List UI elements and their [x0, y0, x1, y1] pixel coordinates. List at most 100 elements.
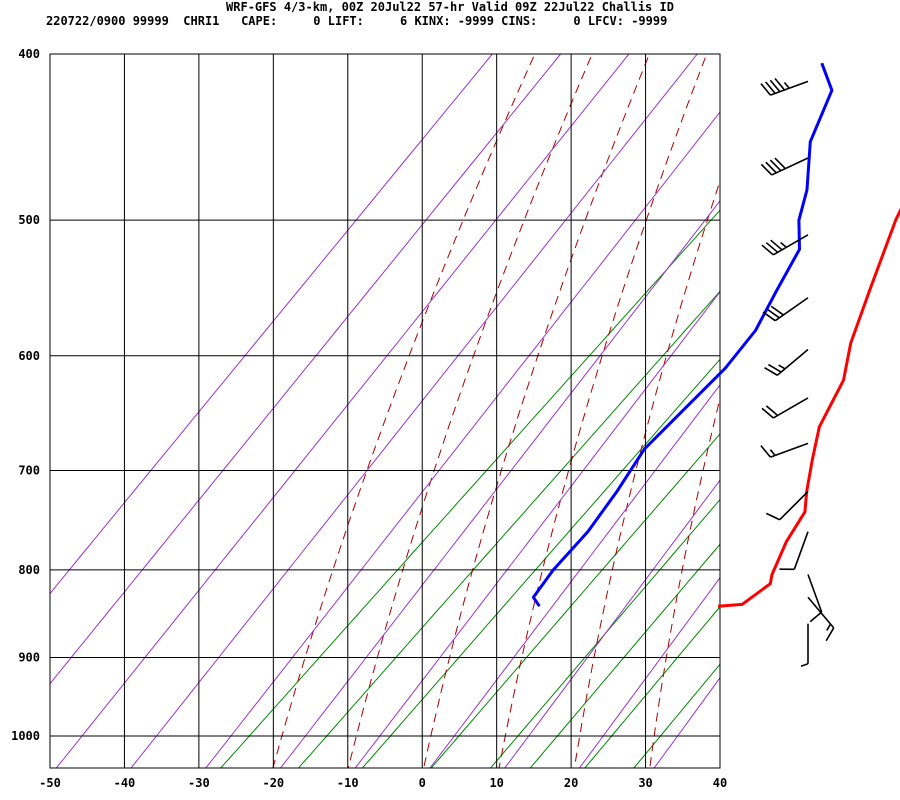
y-tick-label: 500	[18, 213, 40, 227]
wind-barb-feather	[760, 163, 773, 176]
wind-barb	[760, 442, 809, 458]
isotherm-line	[50, 54, 562, 685]
mixing-ratio-line	[361, 358, 720, 768]
x-tick-label: 40	[713, 776, 727, 790]
dewpoint-profile	[531, 62, 834, 608]
wind-barb-shaft	[807, 596, 835, 629]
x-tick-label: 0	[419, 776, 426, 790]
wind-barb-shaft	[772, 234, 809, 256]
wind-barb	[764, 348, 809, 376]
isotherm-line	[578, 576, 720, 768]
y-tick-label: 400	[18, 47, 40, 61]
wind-barb-half-feather	[780, 241, 787, 248]
dry-adiabat-line	[498, 54, 708, 768]
wind-barb-shaft	[772, 397, 809, 419]
wind-barb-feather	[760, 83, 772, 96]
wind-barb-feather	[774, 77, 786, 91]
sounding-stats: 220722/0900 99999 CHRI1 CAPE: 0 LIFT: 6 …	[46, 14, 668, 28]
y-tick-label: 600	[18, 349, 40, 363]
dry-adiabat-line	[347, 54, 593, 768]
isotherm-line	[429, 384, 720, 768]
wind-barb	[779, 531, 809, 571]
wind-barb-feather	[825, 627, 835, 642]
y-tick-label: 1000	[11, 729, 40, 743]
mixing-ratio-line	[529, 543, 720, 768]
wind-barb-feather	[765, 405, 779, 417]
wind-barb-feather	[809, 611, 823, 623]
dry-adiabat-line	[423, 54, 650, 768]
wind-barb	[807, 596, 835, 642]
wind-barb-half-feather	[826, 623, 832, 631]
wind-barb-feather	[774, 157, 786, 170]
x-tick-label: 20	[564, 776, 578, 790]
plot-frame	[49, 53, 721, 769]
y-tick-label: 900	[18, 651, 40, 665]
wind-barb-feather	[769, 159, 782, 172]
dry-adiabat-line	[272, 54, 536, 768]
wind-barb-feather	[769, 79, 781, 93]
wind-barb	[760, 77, 809, 96]
grid	[49, 53, 721, 768]
wind-barb-half-feather	[800, 662, 809, 667]
dry-adiabat-line	[649, 396, 720, 768]
x-tick-label: -10	[337, 776, 359, 790]
wind-barb	[807, 574, 823, 623]
isotherm-line	[130, 54, 698, 768]
wind-barb-feather	[764, 367, 778, 376]
wind-barb-feather	[765, 512, 781, 521]
wind-barb-shaft	[779, 490, 809, 521]
isotherm-line	[721, 16, 900, 780]
wind-barb-feather	[767, 363, 782, 373]
x-tick-label: -50	[39, 776, 61, 790]
wind-barb-half-feather	[769, 449, 776, 456]
wind-barb-shaft	[770, 442, 809, 458]
dry-adiabat-line	[875, 16, 900, 780]
x-tick-label: 10	[489, 776, 503, 790]
wind-barb-feather	[761, 407, 774, 419]
wind-barb-feather	[765, 161, 777, 174]
x-tick-label: -20	[262, 776, 284, 790]
isotherm-line	[354, 290, 720, 768]
mixing-ratio-line	[584, 606, 720, 768]
wind-barb	[765, 490, 809, 521]
y-tick-label: 800	[18, 563, 40, 577]
isotherm-line	[653, 676, 720, 768]
wind-barb-shaft	[776, 348, 809, 376]
wind-barb-feather	[765, 81, 776, 94]
wind-barb-feather	[766, 308, 780, 319]
wind-barb-shaft	[807, 574, 823, 613]
isotherm-line	[50, 54, 493, 595]
wind-barb-half-feather	[778, 364, 786, 370]
x-tick-label: -40	[114, 776, 136, 790]
isotherm-line	[279, 200, 720, 768]
wind-barb-shaft	[771, 157, 809, 176]
y-tick-label: 700	[18, 463, 40, 477]
wind-barb-shaft	[793, 531, 809, 570]
wind-barb	[762, 297, 809, 322]
mixing-ratio-line	[489, 498, 720, 768]
mixing-ratio-line	[220, 209, 720, 768]
wind-barb-feather	[765, 242, 779, 253]
isotherm-line	[504, 479, 720, 768]
wind-barb-shaft	[774, 297, 809, 322]
x-tick-label: -30	[188, 776, 210, 790]
plot-area	[50, 16, 900, 780]
wind-barb	[800, 623, 809, 667]
temperature-profile	[717, 207, 900, 608]
wind-barb-feather	[761, 244, 774, 256]
wind-barb	[760, 157, 809, 176]
wind-barb-feather	[762, 311, 776, 322]
chart-title: WRF-GFS 4/3-km, 00Z 20Jul22 57-hr Valid …	[226, 0, 674, 14]
wind-barb-half-feather	[783, 82, 790, 89]
wind-barb	[761, 234, 809, 256]
mixing-ratio-line	[297, 290, 720, 768]
mixing-ratio-line	[430, 433, 720, 768]
wind-barb-feather	[770, 305, 784, 316]
wind-barb-feather	[770, 239, 783, 251]
x-tick-label: 30	[638, 776, 652, 790]
dry-adiabat-line	[573, 179, 720, 768]
mixing-ratio-line	[633, 663, 720, 768]
wind-barb	[761, 397, 809, 419]
isotherm-line	[55, 54, 630, 768]
